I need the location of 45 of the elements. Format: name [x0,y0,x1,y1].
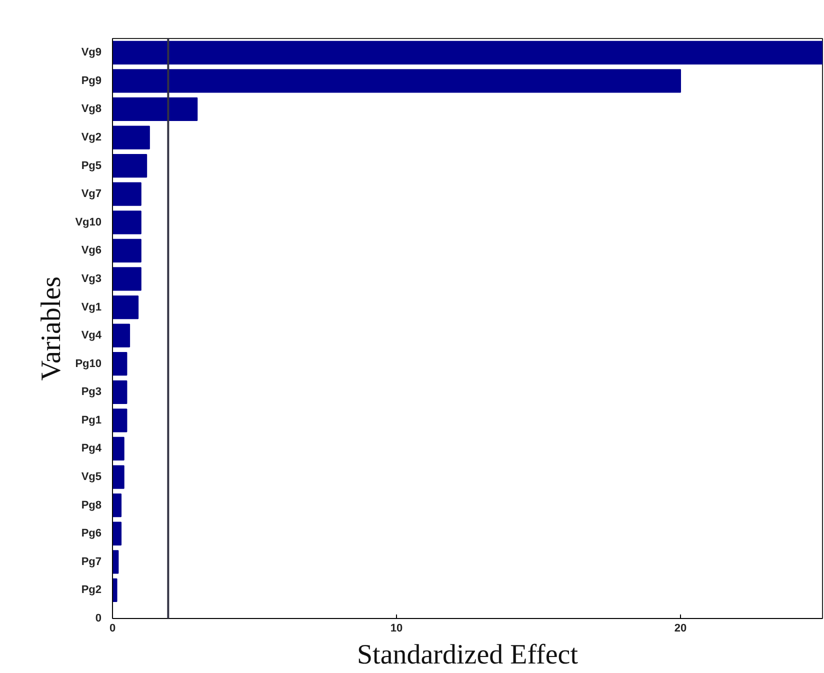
bar [112,352,128,376]
y-tick-label: Vg2 [81,132,102,144]
bar [112,494,122,518]
bar [112,465,124,489]
y-tick-label: Pg4 [81,442,102,455]
bar [112,408,128,432]
y-tick-label: Pg6 [81,528,102,540]
y-tick-label: Pg10 [75,358,102,370]
y-tick-label: Vg1 [81,301,102,314]
x-axis-title: Standardized Effect [356,640,578,670]
y-tick-label: Vg6 [81,244,102,257]
y-tick-label: Pg5 [81,160,102,172]
y-tick-label: Vg7 [81,188,102,200]
bar [112,69,681,93]
bar [112,126,150,150]
bar [112,97,198,122]
bar [112,40,822,64]
y-tick-label: Vg10 [75,216,102,228]
x-tick-label: 20 [674,622,687,634]
y-tick-label: Pg9 [81,74,102,87]
y-tick-label: Vg3 [81,272,102,285]
bar [112,210,142,234]
bar [112,436,124,461]
y-axis-title: Variables [36,276,68,381]
text: 0 [95,612,102,624]
x-tick-label: 0 [109,622,116,634]
bar [112,324,130,348]
y-tick-label: Pg2 [81,584,102,596]
bar [112,267,142,291]
bar [112,380,128,404]
bar [112,578,118,602]
bar [112,295,139,320]
bar [112,154,148,178]
y-tick-label: Vg4 [81,330,102,342]
bar [112,182,142,206]
bar [112,522,122,546]
y-tick-label: Vg8 [81,103,102,116]
bar [112,238,142,263]
x-tick-label: 10 [390,622,403,634]
y-tick-label: Pg8 [81,499,102,512]
y-tick-label: Pg3 [81,386,102,398]
y-tick-label: Pg7 [81,556,102,568]
y-tick-label: Pg1 [81,414,102,426]
y-tick-label: Vg5 [81,471,102,484]
y-tick-label: Vg9 [81,46,102,59]
